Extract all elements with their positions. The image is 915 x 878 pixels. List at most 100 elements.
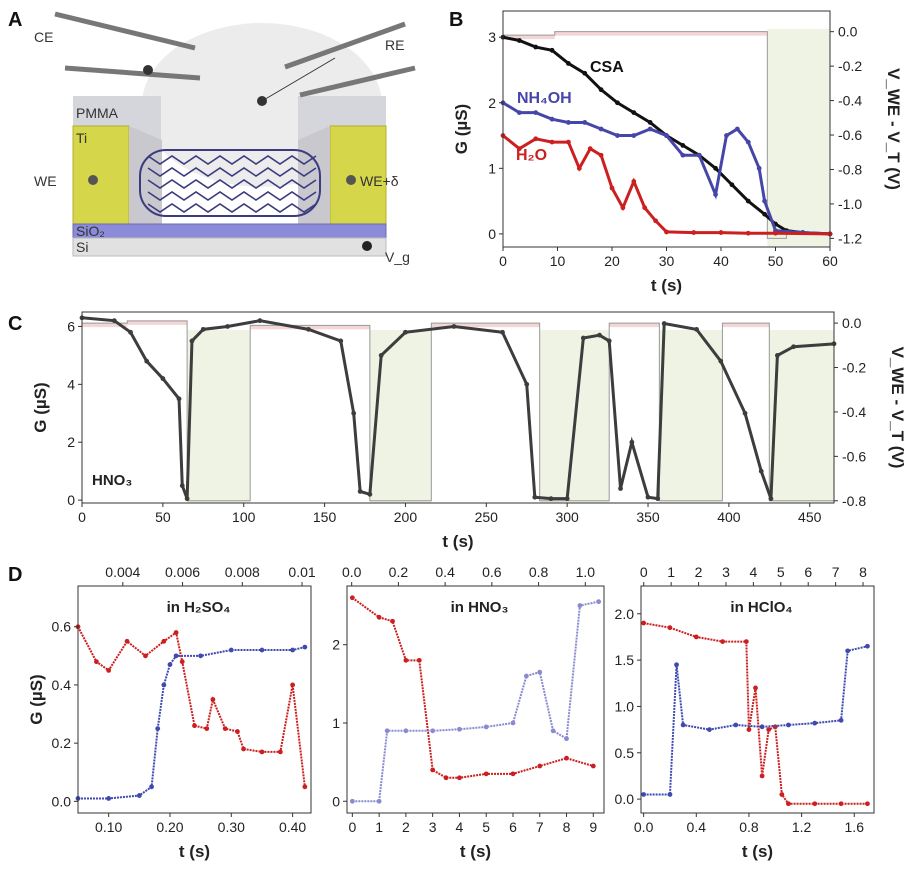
data-point xyxy=(149,784,154,790)
data-point xyxy=(590,763,596,769)
x-tick-label: 40 xyxy=(713,253,729,269)
x-tick-label: 9 xyxy=(589,819,597,835)
y-tick-label: 2 xyxy=(332,637,340,653)
top-x-tick-label: 2 xyxy=(695,564,703,580)
data-point xyxy=(290,647,296,653)
data-point xyxy=(277,749,283,755)
chart-annotation: HNO₃ xyxy=(92,472,132,489)
data-point xyxy=(756,165,762,171)
y2-axis-label: V_WE - V_T (V) xyxy=(884,68,903,190)
data-point xyxy=(390,618,395,624)
y-tick-label: 0 xyxy=(67,492,75,508)
data-point xyxy=(106,667,112,673)
data-point xyxy=(210,697,216,702)
data-point xyxy=(774,353,780,358)
potential-region xyxy=(503,35,555,40)
data-point xyxy=(500,329,505,335)
data-point xyxy=(549,139,555,145)
data-point xyxy=(549,47,555,53)
x-tick-label: 0.4 xyxy=(687,819,707,835)
data-point xyxy=(680,142,686,148)
data-point xyxy=(696,152,702,158)
data-point xyxy=(745,139,751,145)
series-line xyxy=(351,596,594,779)
data-point xyxy=(403,728,409,734)
data-point xyxy=(378,353,384,358)
potential-region xyxy=(659,330,723,503)
data-point xyxy=(598,87,604,93)
potential-region xyxy=(722,323,770,328)
y-tick-label: 0.6 xyxy=(52,619,72,635)
data-point xyxy=(136,793,142,798)
data-point xyxy=(338,338,344,344)
data-point xyxy=(198,653,204,659)
x-tick-label: 0.10 xyxy=(95,819,122,835)
top-x-tick-label: 6 xyxy=(804,564,812,580)
data-point xyxy=(631,133,637,138)
charts-layer: 0.0 -0.2 -0.4 -0.6 -0.8 -1.0 -1.2 V_WE - V_T (V… xyxy=(27,10,907,861)
data-point xyxy=(838,801,844,807)
data-point xyxy=(758,468,764,474)
data-point xyxy=(746,727,752,733)
x-tick-label: 0 xyxy=(499,253,507,269)
data-point xyxy=(173,630,179,635)
data-point xyxy=(667,625,673,631)
schematic-panel: A CE RE PMMA Ti WE WE+δ SiO₂ Si V_g xyxy=(8,9,416,265)
data-point xyxy=(680,152,686,158)
x-tick-label: 200 xyxy=(394,509,418,525)
data-point xyxy=(576,165,582,171)
data-point xyxy=(845,648,851,654)
data-point xyxy=(745,230,751,236)
label-we: WE xyxy=(34,173,57,189)
data-point xyxy=(620,205,626,211)
data-point xyxy=(615,133,620,138)
top-x-tick-label: 5 xyxy=(777,564,785,580)
data-point xyxy=(791,344,796,350)
series-label: CSA xyxy=(590,59,624,76)
data-point xyxy=(745,198,751,204)
data-point xyxy=(566,61,571,66)
data-point xyxy=(257,318,263,324)
data-point xyxy=(642,205,648,211)
data-point xyxy=(228,647,234,653)
x-tick-label: 7 xyxy=(536,819,544,835)
y-axis-label: G (µS) xyxy=(31,382,50,432)
data-point xyxy=(734,126,740,132)
data-point xyxy=(290,682,296,688)
x-axis-label: t (s) xyxy=(442,532,473,551)
series-label: H₂O xyxy=(516,147,547,164)
data-point xyxy=(779,792,785,797)
data-point xyxy=(753,685,758,691)
series-0 xyxy=(75,624,308,790)
chart-annotation: in H₂SO₄ xyxy=(167,599,231,616)
si-substrate xyxy=(72,237,387,257)
data-point xyxy=(200,326,206,332)
x-tick-label: 0.20 xyxy=(156,819,183,835)
data-point xyxy=(718,230,724,235)
data-point xyxy=(597,332,602,338)
series-1: NH₄OH xyxy=(500,90,833,237)
y-tick-label: 0.4 xyxy=(52,677,72,693)
data-point xyxy=(742,410,748,416)
data-point xyxy=(532,494,538,500)
x-tick-label: 0.0 xyxy=(634,819,654,835)
data-point xyxy=(111,318,117,324)
data-point xyxy=(124,638,130,644)
series-line xyxy=(643,645,868,796)
x-tick-label: 0.30 xyxy=(218,819,245,835)
series-line xyxy=(643,622,868,805)
data-point xyxy=(729,182,735,188)
data-point xyxy=(838,717,844,723)
data-point xyxy=(483,724,489,730)
x-tick-label: 30 xyxy=(659,253,675,269)
data-point xyxy=(582,120,588,125)
potential-region xyxy=(82,323,128,328)
y2-axis-label: V_WE - V_T (V) xyxy=(888,347,907,469)
y-tick-label: 0 xyxy=(488,226,496,242)
x-tick-label: 0.8 xyxy=(739,819,759,835)
potential-region xyxy=(554,31,768,36)
data-point xyxy=(762,198,767,204)
data-point xyxy=(523,673,529,679)
we-terminal xyxy=(88,175,98,185)
data-point xyxy=(225,324,230,329)
